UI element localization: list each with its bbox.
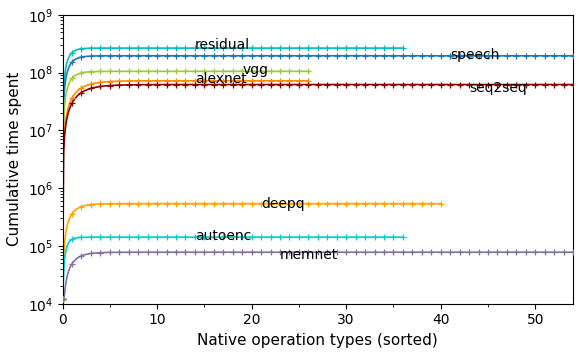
Text: alexnet: alexnet [195, 72, 246, 87]
Text: speech: speech [450, 48, 499, 62]
X-axis label: Native operation types (sorted): Native operation types (sorted) [197, 333, 438, 348]
Y-axis label: Cumulative time spent: Cumulative time spent [7, 72, 22, 246]
Text: vgg: vgg [242, 63, 268, 77]
Text: autoenc: autoenc [195, 229, 251, 242]
Text: seq2seq: seq2seq [469, 81, 527, 95]
Text: residual: residual [195, 38, 250, 53]
Text: deepq: deepq [261, 197, 304, 211]
Text: memnet: memnet [280, 248, 338, 262]
